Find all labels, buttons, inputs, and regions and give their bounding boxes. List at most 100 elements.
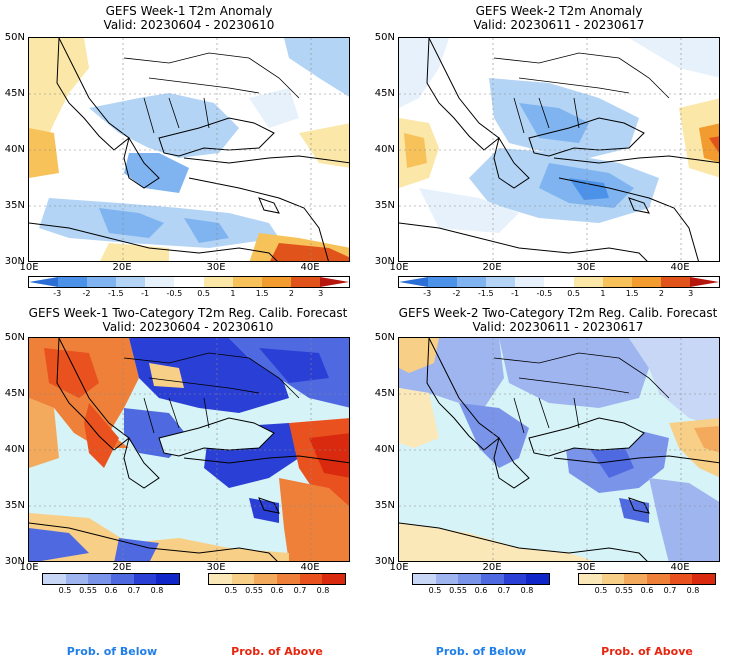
colorbar-segment	[174, 277, 204, 287]
lon-label-20e: 20E	[112, 262, 132, 273]
colorbar-tick-label: -1	[511, 289, 520, 298]
colorbar-segment	[669, 574, 693, 584]
below-probability-colorbar	[42, 573, 180, 585]
anomaly-map-week2	[398, 37, 720, 262]
map-graphic	[399, 338, 719, 561]
lat-label-45n: 45N	[374, 388, 395, 399]
colorbar-tick-label: -1.5	[108, 289, 124, 298]
colorbar-tick-label: 0.5	[224, 586, 238, 595]
colorbar-segment	[428, 277, 458, 287]
panel-title: GEFS Week-1 T2m Anomaly	[105, 4, 273, 18]
colorbar-segment	[209, 574, 232, 584]
colorbar-tick-label: -0.5	[166, 289, 183, 298]
lon-label-10e: 10E	[19, 262, 39, 273]
colorbar-segment	[58, 277, 88, 287]
colorbar-tick-label: 0.7	[663, 586, 677, 595]
colorbar-segment	[299, 574, 323, 584]
colorbar-segment	[486, 277, 516, 287]
colorbar-tick-label: 0.6	[474, 586, 488, 595]
prob-above-label: Prob. of Above	[231, 645, 323, 658]
colorbar-tick-label: 0.7	[497, 586, 511, 595]
lon-label-40e: 40E	[670, 262, 690, 273]
colorbar-segment	[261, 277, 291, 287]
colorbar-tick-label: 0.6	[640, 586, 654, 595]
lat-label-50n: 50N	[374, 32, 395, 43]
colorbar-segment	[692, 574, 716, 584]
valid-dates: Valid: 20230611 - 20230617	[472, 320, 644, 334]
prob-below-label: Prob. of Below	[435, 645, 527, 658]
colorbar-tick-label: 2	[288, 289, 294, 298]
colorbar-tick-label: -2	[82, 289, 91, 298]
colorbar-tick-label: 0.6	[270, 586, 284, 595]
lat-label-40n: 40N	[374, 144, 395, 155]
panel-title: GEFS Week-2 T2m Anomaly	[475, 4, 643, 18]
colorbar-tick-label: -0.5	[536, 289, 553, 298]
colorbar-segment	[602, 277, 632, 287]
colorbar-tick-label: 0.55	[449, 586, 467, 595]
colorbar-tick-label: -3	[53, 289, 62, 298]
colorbar-segment	[203, 277, 233, 287]
colorbar-segment	[145, 277, 175, 287]
lat-label-50n: 50N	[374, 332, 395, 343]
lat-label-35n: 35N	[4, 500, 25, 511]
colorbar-tick-label: -1	[141, 289, 150, 298]
colorbar-segment	[689, 277, 720, 287]
colorbar-segment	[156, 574, 180, 584]
colorbar-segment	[631, 277, 661, 287]
colorbar-tick-label: 2	[658, 289, 664, 298]
colorbar-tick-label: 0.8	[520, 586, 534, 595]
colorbar-tick-label: 0.7	[127, 586, 141, 595]
colorbar-tick-label: 1.5	[255, 289, 269, 298]
anomaly-colorbar	[28, 276, 350, 288]
colorbar-tick-label: 3	[688, 289, 694, 298]
map-graphic	[29, 338, 349, 561]
above-probability-colorbar	[578, 573, 716, 585]
lat-label-40n: 40N	[4, 144, 25, 155]
lat-label-35n: 35N	[4, 200, 25, 211]
lat-label-30n: 30N	[4, 556, 25, 567]
colorbar-segment	[503, 574, 527, 584]
colorbar-tick-label: 0.55	[79, 586, 97, 595]
lat-label-40n: 40N	[4, 444, 25, 455]
prob-below-label: Prob. of Below	[66, 645, 158, 658]
colorbar-segment	[435, 574, 459, 584]
colorbar-tick-label: -2	[452, 289, 461, 298]
anomaly-colorbar	[398, 276, 720, 288]
probability-map-week1	[28, 337, 350, 562]
lon-label-10e: 10E	[389, 562, 409, 573]
colorbar-segment	[231, 574, 255, 584]
colorbar-segment	[579, 574, 602, 584]
colorbar-segment	[624, 574, 648, 584]
colorbar-tick-label: 0.8	[150, 586, 164, 595]
colorbar-tick-label: 1	[600, 289, 606, 298]
colorbar-segment	[43, 574, 66, 584]
lon-label-40e: 40E	[300, 262, 320, 273]
colorbar-segment	[457, 277, 487, 287]
lat-label-35n: 35N	[374, 200, 395, 211]
colorbar-tick-label: 3	[318, 289, 324, 298]
map-graphic	[399, 38, 719, 261]
colorbar-segment	[319, 277, 350, 287]
colorbar-segment	[88, 574, 112, 584]
map-graphic	[29, 38, 349, 261]
colorbar-segment	[322, 574, 346, 584]
lon-label-30e: 30E	[576, 262, 596, 273]
colorbar-segment	[573, 277, 603, 287]
lat-label-50n: 50N	[4, 332, 25, 343]
panel-title: GEFS Week-1 Two-Category T2m Reg. Calib.…	[28, 306, 348, 320]
colorbar-segment	[481, 574, 504, 584]
colorbar-segment	[65, 574, 89, 584]
colorbar-segment	[116, 277, 146, 287]
colorbar-segment	[87, 277, 117, 287]
lon-label-40e: 40E	[670, 562, 690, 573]
valid-dates: Valid: 20230604 - 20230610	[102, 320, 274, 334]
panel-title: GEFS Week-2 Two-Category T2m Reg. Calib.…	[398, 306, 718, 320]
above-probability-colorbar	[208, 573, 346, 585]
colorbar-tick-label: 1.5	[625, 289, 639, 298]
colorbar-segment	[660, 277, 690, 287]
prob-above-label: Prob. of Above	[601, 645, 693, 658]
lon-label-40e: 40E	[300, 562, 320, 573]
valid-dates: Valid: 20230604 - 20230610	[103, 18, 275, 32]
colorbar-tick-label: 0.5	[428, 586, 442, 595]
colorbar-segment	[515, 277, 545, 287]
